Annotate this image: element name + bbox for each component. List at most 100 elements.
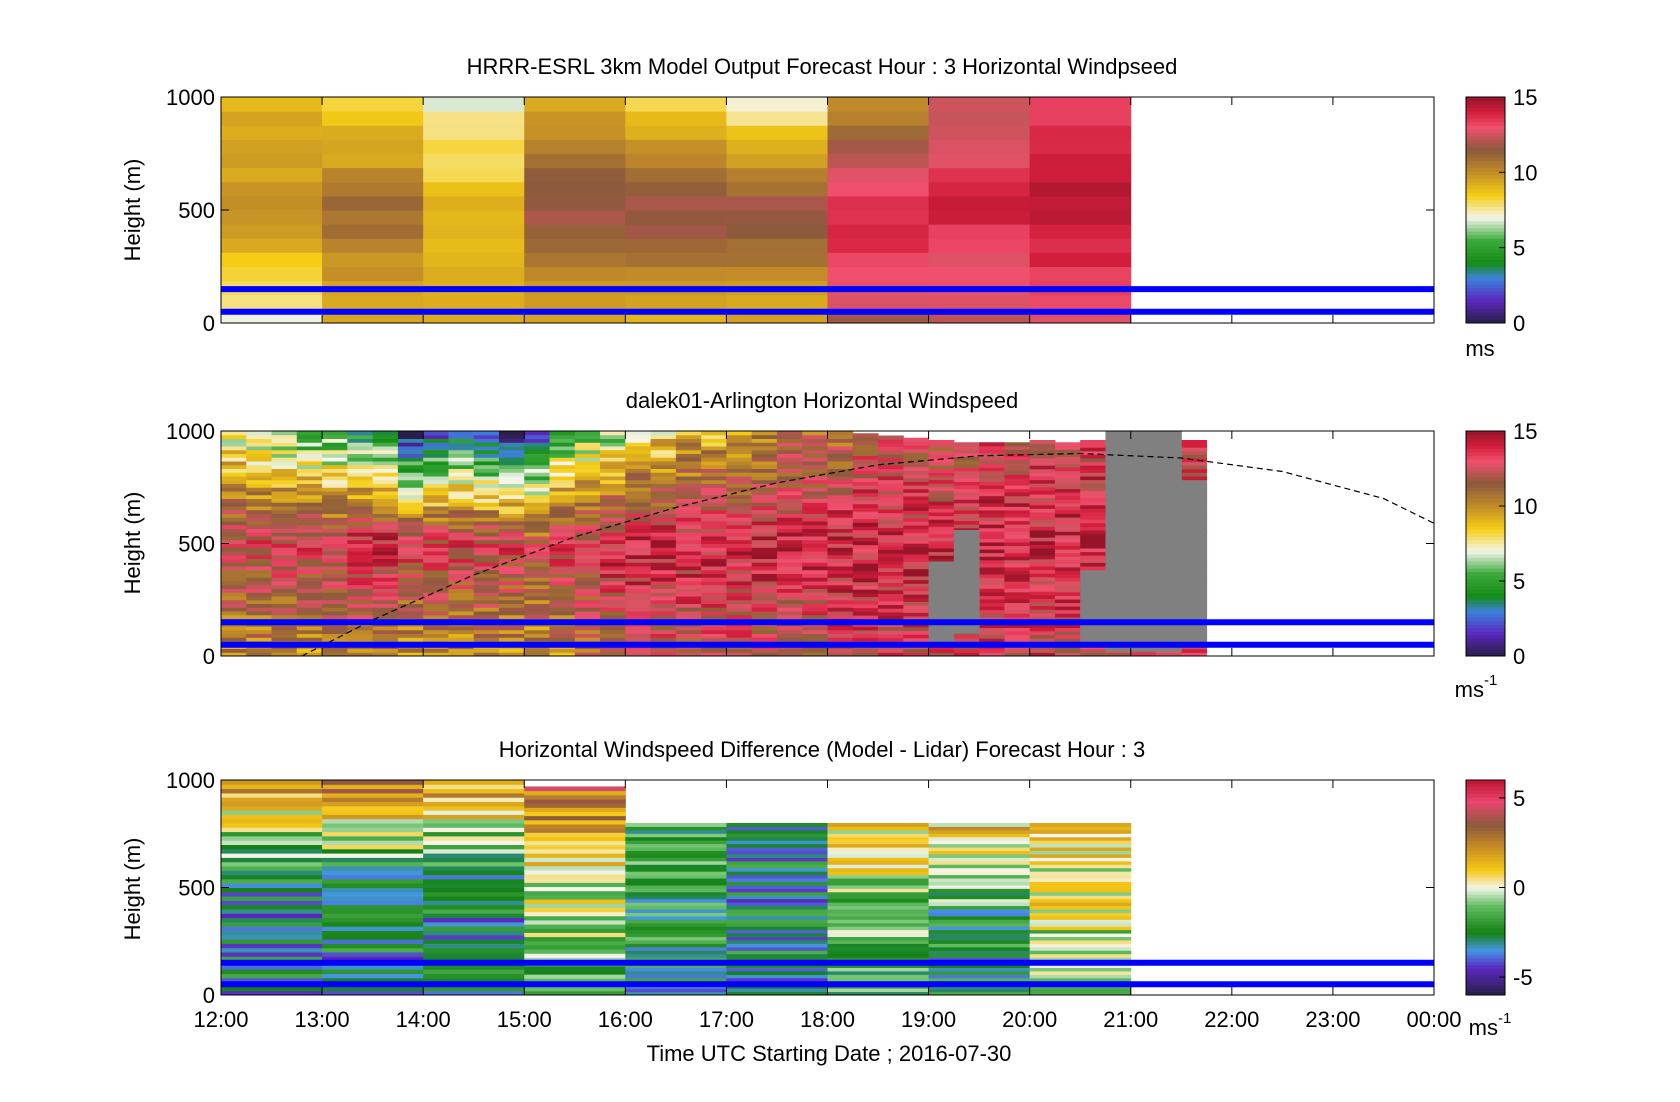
heatmap-cell (1004, 648, 1031, 653)
heatmap-cell (473, 626, 500, 631)
colorbar-cell (1466, 816, 1505, 821)
heatmap-cell (372, 502, 399, 507)
heatmap-cell (524, 907, 626, 913)
heatmap-cell (827, 603, 854, 608)
heatmap-cell (1181, 443, 1208, 448)
heatmap-cell (625, 874, 727, 879)
heatmap-cell (524, 899, 626, 904)
heatmap-cell (549, 626, 576, 631)
heatmap-cell (878, 564, 904, 569)
heatmap-cell (221, 913, 323, 919)
heatmap-cell (473, 453, 500, 458)
heatmap-cell (625, 850, 727, 855)
heatmap-cell (726, 494, 753, 499)
heatmap-cell (802, 479, 828, 484)
heatmap-cell (397, 551, 424, 556)
heatmap-cell (878, 457, 904, 462)
heatmap-cell (675, 442, 702, 447)
heatmap-cell (397, 513, 424, 518)
heatmap-cell (1004, 509, 1031, 514)
heatmap-cell (1029, 97, 1132, 112)
heatmap-cell (675, 543, 702, 548)
colorbar-tick-label: -5 (1513, 965, 1533, 990)
heatmap-cell (524, 890, 626, 896)
colorbar-cell (1466, 217, 1505, 222)
heatmap-cell (802, 502, 828, 507)
heatmap-cell (221, 461, 247, 466)
heatmap-cell (574, 539, 601, 544)
colorbar-cell (1466, 638, 1505, 643)
heatmap-cell (322, 926, 424, 931)
colorbar-cell (1466, 199, 1505, 204)
heatmap-cell (776, 543, 803, 548)
heatmap-cell (953, 463, 980, 468)
heatmap-cell (903, 539, 930, 544)
heatmap-cell (827, 252, 930, 268)
colorbar-cell (1466, 277, 1505, 282)
heatmap-cell (600, 476, 626, 481)
colorbar-cell (1466, 617, 1505, 622)
heatmap-cell (726, 596, 753, 601)
heatmap-cell (423, 934, 525, 940)
heatmap-cell (1004, 534, 1031, 539)
heatmap-cell (423, 866, 525, 871)
heatmap-cell (928, 111, 1031, 126)
colorbar-cell (1466, 469, 1505, 474)
heatmap-cell (1181, 476, 1208, 481)
heatmap-cell (650, 592, 677, 597)
heatmap-cell (423, 562, 449, 567)
heatmap-cell (322, 878, 424, 884)
heatmap-cell (625, 581, 652, 586)
heatmap-cell (246, 521, 273, 526)
heatmap-cell (1054, 524, 1081, 529)
heatmap-cell (953, 524, 980, 529)
colorbar-cell (1466, 914, 1505, 919)
heatmap-cell (751, 536, 778, 541)
colorbar-cell (1466, 954, 1505, 959)
heatmap-cell (878, 520, 904, 525)
heatmap-cell (650, 558, 677, 563)
heatmap-cell (448, 494, 475, 499)
heatmap-cell (296, 517, 323, 522)
colorbar-cell (1466, 880, 1505, 885)
heatmap-cell (1080, 458, 1106, 463)
heatmap-cell (574, 431, 601, 436)
heatmap-cell (625, 607, 652, 612)
colorbar-cell (1466, 924, 1505, 929)
heatmap-cell (827, 648, 854, 653)
colorbar-cell (1466, 441, 1505, 446)
heatmap-cell (271, 626, 298, 631)
heatmap-cell (979, 591, 1005, 596)
heatmap-cell (473, 461, 500, 466)
heatmap-cell (1029, 605, 1056, 610)
heatmap-cell (625, 871, 727, 876)
heatmap-cell (271, 532, 298, 537)
heatmap-cell (650, 457, 677, 462)
heatmap-cell (650, 464, 677, 469)
heatmap-cell (650, 577, 677, 582)
heatmap-cell (625, 502, 652, 507)
heatmap-cell (574, 472, 601, 477)
heatmap-cell (701, 652, 727, 657)
colorbar-cell (1466, 786, 1505, 791)
heatmap-cell (322, 539, 348, 544)
heatmap-cell (574, 461, 601, 466)
heatmap-cell (827, 902, 930, 907)
colorbar-cell (1466, 231, 1505, 236)
heatmap-cell (650, 554, 677, 559)
heatmap-cell (1054, 474, 1081, 479)
heatmap-cell (1054, 460, 1081, 465)
heatmap-cell (776, 629, 803, 634)
heatmap-cell (498, 584, 525, 589)
heatmap-cell (448, 506, 475, 511)
heatmap-cell (903, 466, 930, 471)
heatmap-cell (625, 528, 652, 533)
colorbar-cell (1466, 780, 1505, 784)
heatmap-cell (221, 468, 247, 473)
heatmap-cell (701, 569, 727, 574)
heatmap-cell (802, 603, 828, 608)
heatmap-cell (701, 528, 727, 533)
heatmap-cell (221, 517, 247, 522)
heatmap-cell (423, 498, 449, 503)
heatmap-cell (498, 494, 525, 499)
